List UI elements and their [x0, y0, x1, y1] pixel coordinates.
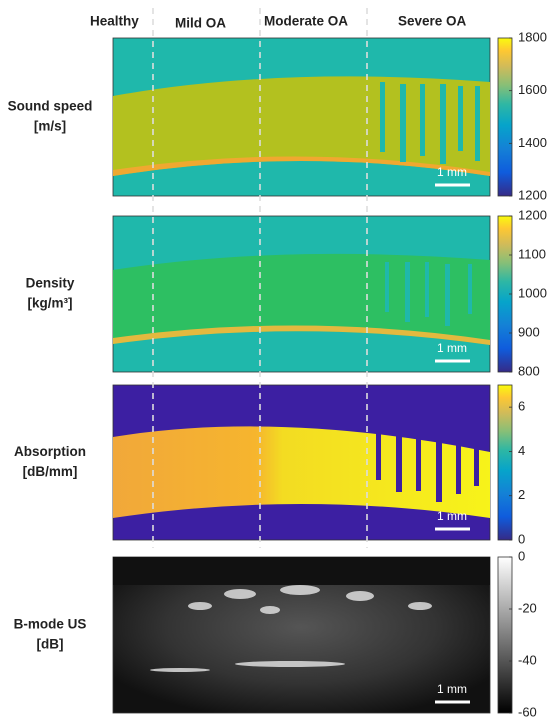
scale-bar-label: 1 mm [437, 509, 467, 523]
colorbar-tick-label: 1200 [518, 207, 547, 222]
scale-bar-label: 1 mm [437, 341, 467, 355]
colorbar-tick-label: 2 [518, 487, 525, 502]
column-label: Moderate OA [264, 14, 348, 29]
colorbar-tick-label: 1400 [518, 135, 547, 150]
panel-label: Density [26, 276, 75, 291]
scale-bar-label: 1 mm [437, 165, 467, 179]
bmode-image [112, 556, 491, 714]
colorbar-tick-label: 1800 [518, 29, 547, 44]
column-label: Severe OA [398, 14, 467, 29]
colorbar-tick-label: -40 [518, 652, 537, 667]
scale-bar-label: 1 mm [437, 682, 467, 696]
colorbar-tick-label: 0 [518, 531, 525, 546]
colorbar-tick-label: 6 [518, 399, 525, 414]
panel-unit: [m/s] [34, 119, 66, 134]
colorbar-tick-label: 800 [518, 363, 540, 378]
colorbar [497, 556, 513, 714]
colorbar-tick-label: 1200 [518, 187, 547, 202]
colorbar-tick-label: 900 [518, 324, 540, 339]
colorbar [497, 37, 513, 197]
sound-speed-map [112, 37, 491, 197]
panel-unit: [dB/mm] [23, 464, 78, 479]
panel-label: Absorption [14, 444, 86, 459]
panel-label: Sound speed [8, 99, 93, 114]
absorption-map [112, 384, 491, 541]
colorbar-tick-label: 1600 [518, 82, 547, 97]
column-label: Healthy [90, 14, 139, 29]
colorbar-tick-label: 0 [518, 548, 525, 563]
colorbar-tick-label: -20 [518, 600, 537, 615]
panel-label: B-mode US [14, 617, 87, 632]
density-map [112, 215, 491, 373]
colorbar-tick-label: -60 [518, 704, 537, 719]
panel-unit: [kg/m³] [28, 296, 73, 311]
colorbar-tick-label: 1100 [518, 246, 546, 261]
colorbar-tick-label: 4 [518, 443, 525, 458]
panel-unit: [dB] [37, 637, 64, 652]
column-label: Mild OA [175, 16, 226, 31]
colorbar-tick-label: 1000 [518, 285, 547, 300]
colorbar [497, 384, 513, 541]
